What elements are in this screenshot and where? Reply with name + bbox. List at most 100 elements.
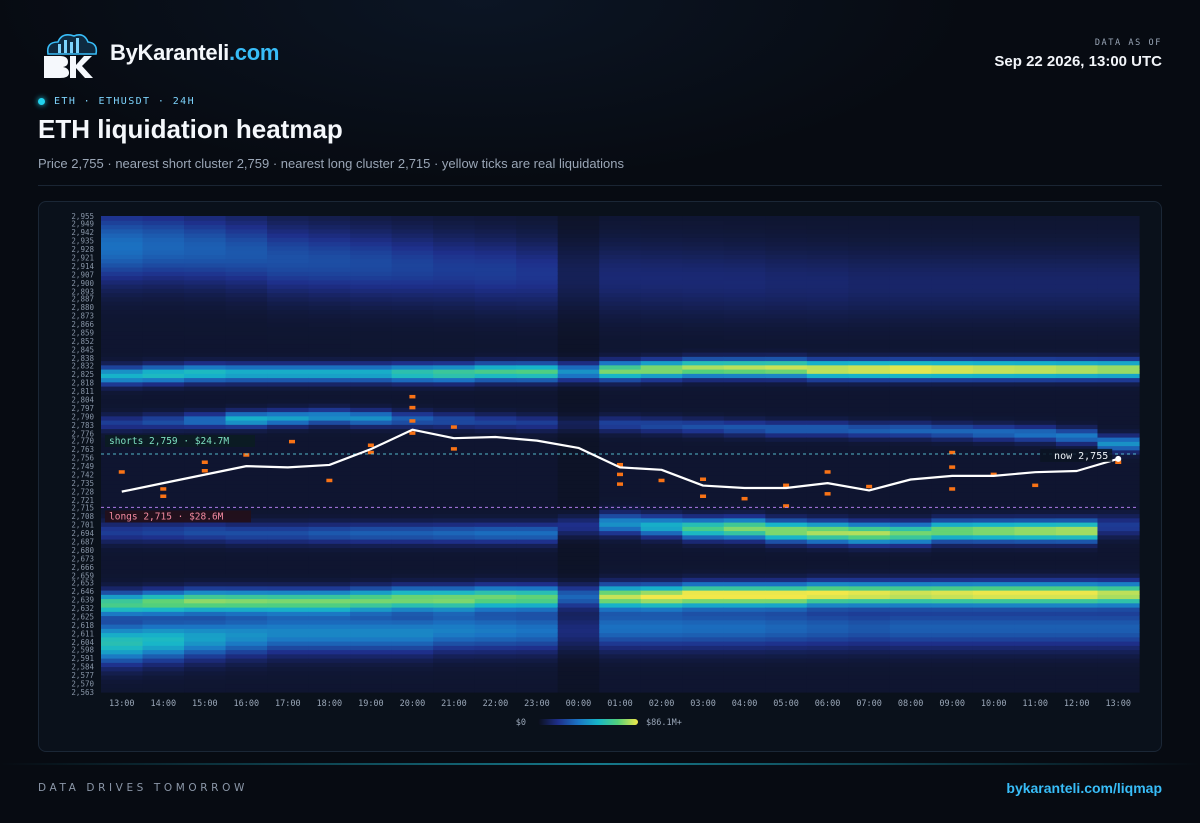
heatmap-cell	[516, 564, 559, 570]
heatmap-cell	[557, 658, 600, 663]
heatmap-cell	[391, 585, 434, 591]
y-tick-label: 2,818	[71, 378, 94, 387]
heatmap-cell	[433, 233, 476, 238]
heatmap-cell	[142, 577, 185, 583]
heatmap-cell	[557, 454, 600, 459]
heatmap-cell	[267, 360, 310, 366]
heatmap-cell	[101, 415, 144, 421]
heatmap-cell	[723, 475, 766, 481]
heatmap-cell	[557, 292, 600, 298]
heatmap-cell	[516, 658, 559, 663]
heatmap-cell	[350, 509, 393, 515]
heatmap-cell	[225, 364, 268, 370]
heatmap-cell	[972, 590, 1016, 595]
heatmap-cell	[142, 415, 185, 421]
heatmap-cell	[1055, 258, 1099, 264]
heatmap-cell	[474, 534, 517, 540]
x-tick-label: 16:00	[234, 699, 260, 709]
heatmap-cell	[931, 454, 974, 459]
heatmap-cell	[806, 220, 849, 226]
heatmap-cell	[557, 267, 600, 272]
heatmap-cell	[931, 483, 974, 489]
heatmap-cell	[848, 513, 891, 519]
heatmap-cell	[101, 305, 144, 311]
heatmap-cell	[1014, 556, 1057, 561]
heatmap-cell	[101, 590, 144, 595]
heatmap-cell	[308, 437, 351, 442]
heatmap-cell	[640, 360, 683, 366]
heatmap-cell	[1014, 411, 1057, 417]
heatmap-cell	[889, 305, 932, 311]
heatmap-cell	[599, 488, 642, 493]
heatmap-cell	[889, 687, 932, 693]
heatmap-cell	[765, 271, 808, 277]
y-tick-label: 2,955	[71, 212, 94, 221]
heatmap-cell	[640, 471, 683, 476]
heatmap-cell	[350, 420, 393, 425]
heatmap-cell	[972, 479, 1016, 485]
heatmap-cell	[142, 543, 185, 549]
heatmap-cell	[267, 560, 310, 566]
heatmap-cell	[391, 415, 434, 421]
heatmap-cell	[931, 258, 974, 264]
heatmap-cell	[972, 539, 1016, 544]
heatmap-cell	[640, 560, 683, 566]
heatmap-cell	[308, 411, 351, 417]
heatmap-cell	[267, 492, 310, 498]
heatmap-cell	[474, 279, 517, 285]
heatmap-cell	[142, 628, 185, 634]
heatmap-cell	[101, 632, 144, 638]
heatmap-cell	[806, 454, 849, 459]
heatmap-cell	[308, 386, 351, 391]
heatmap-cell	[1055, 390, 1099, 396]
heatmap-cell	[765, 428, 808, 434]
heatmap-cell	[142, 347, 185, 353]
heatmap-cell	[599, 335, 642, 340]
heatmap-cell	[557, 607, 600, 612]
heatmap-cell	[1055, 488, 1099, 493]
heatmap-cell	[889, 607, 932, 612]
heatmap-cell	[972, 517, 1016, 523]
heatmap-cell	[972, 415, 1016, 421]
x-tick-label: 22:00	[483, 699, 509, 709]
heatmap-cell	[557, 483, 600, 489]
heatmap-cell	[101, 577, 144, 583]
footer-url-link[interactable]: bykaranteli.com/liqmap	[1006, 780, 1162, 796]
heatmap-cell	[433, 309, 476, 315]
heatmap-cell	[101, 483, 144, 489]
heatmap-cell	[350, 590, 393, 595]
heatmap-cell	[391, 224, 434, 230]
heatmap-cell	[682, 271, 725, 277]
x-tick-label: 14:00	[150, 699, 176, 709]
heatmap-cell	[433, 403, 476, 408]
heatmap-cell	[142, 390, 185, 396]
heatmap-cell	[267, 279, 310, 285]
heatmap-cell	[806, 636, 849, 642]
heatmap-cell	[474, 326, 517, 332]
heatmap-cell	[350, 428, 393, 434]
heatmap-cell	[433, 662, 476, 668]
heatmap-cell	[474, 462, 517, 468]
heatmap-cell	[889, 670, 932, 676]
heatmap-cell	[267, 658, 310, 663]
heatmap-cell	[599, 318, 642, 323]
heatmap-cell	[308, 237, 351, 243]
heatmap-cell	[516, 556, 559, 561]
heatmap-cell	[889, 386, 932, 391]
heatmap-cell	[972, 360, 1016, 366]
heatmap-cell	[972, 624, 1016, 629]
heatmap-cell	[474, 492, 517, 498]
heatmap-cell	[308, 568, 351, 574]
heatmap-cell	[350, 411, 393, 417]
heatmap-cell	[889, 505, 932, 510]
heatmap-cell	[267, 415, 310, 421]
heatmap-cell	[391, 356, 434, 362]
heatmap-cell	[308, 475, 351, 481]
heatmap-cell	[723, 313, 766, 319]
heatmap-cell	[723, 471, 766, 476]
heatmap-cell	[931, 585, 974, 591]
heatmap-cell	[557, 394, 600, 400]
heatmap-cell	[267, 322, 310, 328]
heatmap-cell	[682, 636, 725, 642]
heatmap-cell	[599, 441, 642, 447]
